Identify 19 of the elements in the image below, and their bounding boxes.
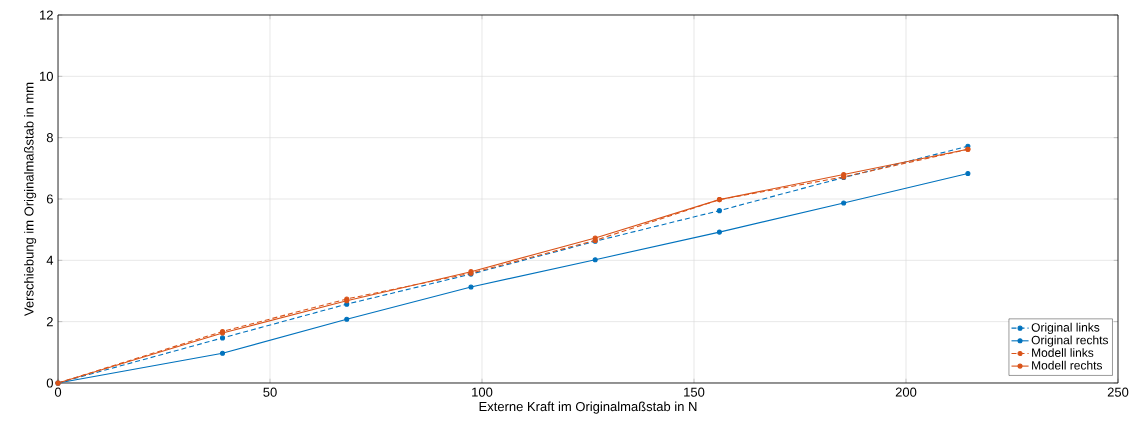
y-tick-label: 2 xyxy=(46,317,53,327)
legend-label: Modell links xyxy=(1032,348,1094,357)
y-tick-label: 0 xyxy=(46,378,53,388)
x-tick-label: 150 xyxy=(684,387,705,397)
x-axis-title: Externe Kraft im Originalmaßstab in N xyxy=(479,401,697,414)
y-tick-label: 6 xyxy=(46,194,53,204)
legend-label: Original links xyxy=(1031,322,1100,335)
y-axis-title: Verschiebung im Originalmaßstab in mm xyxy=(24,82,37,316)
legend-label: Original rechts xyxy=(1031,335,1109,347)
y-tick-label: 12 xyxy=(40,10,53,20)
y-tick-label: 4 xyxy=(46,255,54,265)
y-tick-label: 8 xyxy=(46,133,53,143)
x-tick-label: 200 xyxy=(895,387,917,397)
x-tick-label: 100 xyxy=(472,387,493,397)
x-tick-label: 0 xyxy=(54,387,62,397)
y-tick-label: 10 xyxy=(40,71,53,81)
x-tick-label: 50 xyxy=(263,387,277,397)
legend-label: Modell rechts xyxy=(1032,360,1103,370)
x-tick-label: 250 xyxy=(1107,387,1129,397)
